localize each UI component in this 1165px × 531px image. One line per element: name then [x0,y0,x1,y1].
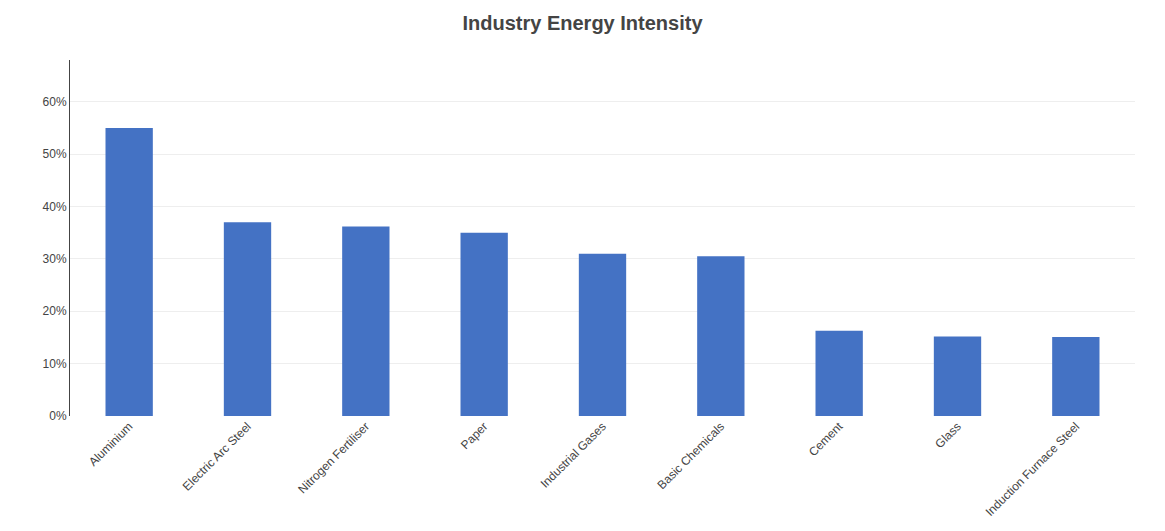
svg-text:60%: 60% [43,95,67,109]
svg-text:Electric Arc Steel: Electric Arc Steel [180,419,254,493]
svg-text:30%: 30% [43,252,67,266]
svg-text:Nitrogen Fertiliser: Nitrogen Fertiliser [295,419,372,496]
svg-text:Aluminium: Aluminium [86,419,136,469]
svg-text:10%: 10% [43,357,67,371]
svg-text:Industry Energy Intensity: Industry Energy Intensity [462,12,703,34]
svg-text:20%: 20% [43,304,67,318]
svg-text:Basic Chemicals: Basic Chemicals [655,419,728,492]
svg-text:Glass: Glass [932,419,964,451]
svg-text:Industrial Gases: Industrial Gases [538,419,609,490]
svg-text:50%: 50% [43,147,67,161]
svg-text:Paper: Paper [458,419,491,452]
svg-text:40%: 40% [43,200,67,214]
svg-text:0%: 0% [49,409,67,423]
svg-text:Induction Furnace Steel: Induction Furnace Steel [983,419,1083,519]
svg-text:Cement: Cement [806,419,846,459]
